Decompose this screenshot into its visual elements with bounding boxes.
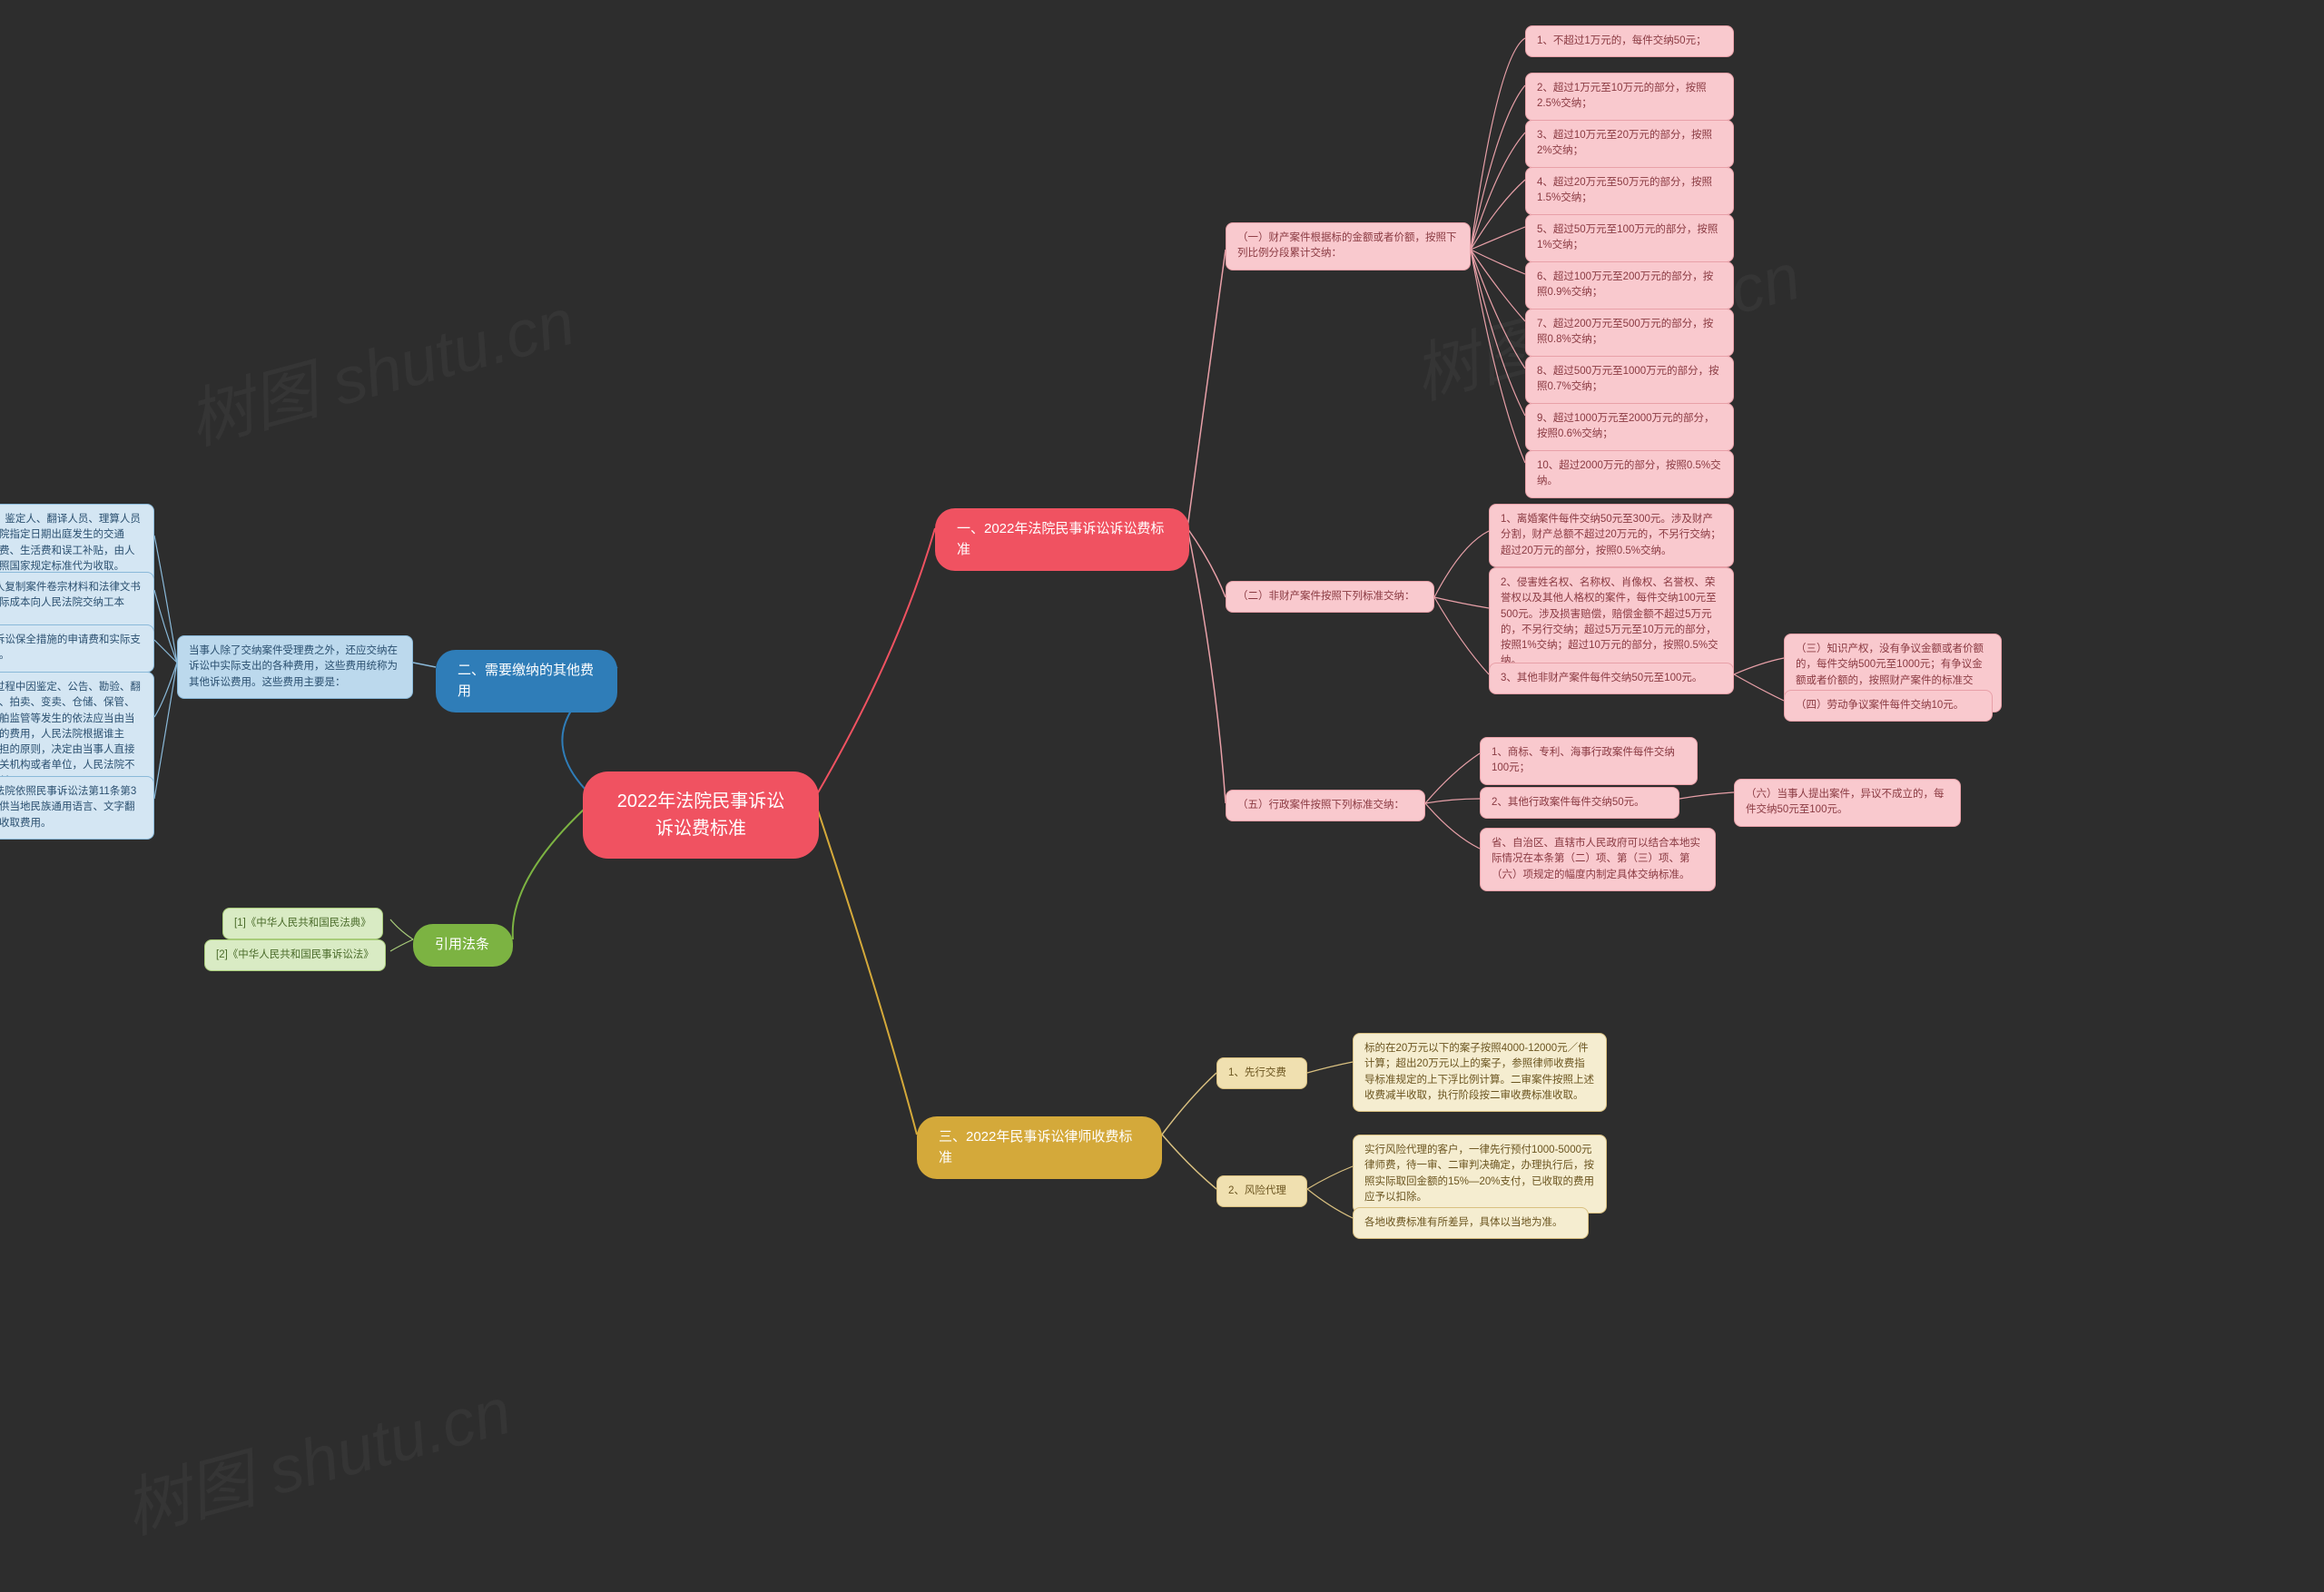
red-sub1[interactable]: （一）财产案件根据标的金额或者价额，按照下列比例分段累计交纳： [1226,222,1471,270]
red-sub2-item[interactable]: 1、离婚案件每件交纳50元至300元。涉及财产分割，财产总额不超过20万元的，不… [1489,504,1734,567]
yellow-sub2[interactable]: 2、风险代理 [1216,1175,1307,1207]
yellow-sub1[interactable]: 1、先行交费 [1216,1057,1307,1089]
branch-blue[interactable]: 二、需要缴纳的其他费用 [436,650,617,712]
branch-yellow[interactable]: 三、2022年民事诉讼律师收费标准 [917,1116,1162,1179]
red-sub3-item[interactable]: （四）劳动争议案件每件交纳10元。 [1784,690,1993,722]
red-sub1-item[interactable]: 10、超过2000万元的部分，按照0.5%交纳。 [1525,450,1734,498]
blue-item[interactable]: 5、人民法院依照民事诉讼法第11条第3款规定提供当地民族通用语言、文字翻译的，不… [0,776,154,840]
red-sub1-item[interactable]: 9、超过1000万元至2000万元的部分，按照0.6%交纳； [1525,403,1734,451]
red-sub2-item[interactable]: 3、其他非财产案件每件交纳50元至100元。 [1489,663,1734,694]
red-sub2-item[interactable]: 2、侵害姓名权、名称权、肖像权、名誉权、荣誉权以及其他人格权的案件，每件交纳10… [1489,567,1734,678]
red-sub5-item[interactable]: 2、其他行政案件每件交纳50元。 [1480,787,1679,819]
red-sub1-item[interactable]: 4、超过20万元至50万元的部分，按照1.5%交纳； [1525,167,1734,215]
watermark: 树图 shutu.cn [113,1357,520,1551]
center-node[interactable]: 2022年法院民事诉讼诉讼费标准 [583,771,819,859]
green-item-1[interactable]: [1]《中华人民共和国民法典》 [222,908,383,939]
yellow-sub2-leaf-2[interactable]: 各地收费标准有所差异，具体以当地为准。 [1353,1207,1589,1239]
red-sub1-item[interactable]: 5、超过50万元至100万元的部分，按照1%交纳； [1525,214,1734,262]
red-sub5[interactable]: （五）行政案件按照下列标准交纳： [1226,790,1425,821]
watermark: 树图 shutu.cn [176,268,584,462]
yellow-sub1-leaf[interactable]: 标的在20万元以下的案子按照4000-12000元／件计算；超出20万元以上的案… [1353,1033,1607,1112]
branch-green[interactable]: 引用法条 [413,924,513,967]
connection-lines [0,0,2324,1592]
red-sub1-item[interactable]: 8、超过500万元至1000万元的部分，按照0.7%交纳； [1525,356,1734,404]
blue-item[interactable]: 1、证人、鉴定人、翻译人员、理算人员在人民法院指定日期出庭发生的交通费、住宿费、… [0,504,154,583]
red-sub5-extra[interactable]: （六）当事人提出案件，异议不成立的，每件交纳50元至100元。 [1734,779,1961,827]
branch-red[interactable]: 一、2022年法院民事诉讼诉讼费标准 [935,508,1189,571]
red-sub5-item[interactable]: 1、商标、专利、海事行政案件每件交纳100元； [1480,737,1698,785]
green-item-2[interactable]: [2]《中华人民共和国民事诉讼法》 [204,939,386,971]
blue-sub[interactable]: 当事人除了交纳案件受理费之外，还应交纳在诉讼中实际支出的各种费用，这些费用统称为… [177,635,413,699]
red-sub1-item[interactable]: 6、超过100万元至200万元的部分，按照0.9%交纳； [1525,261,1734,310]
red-sub1-item[interactable]: 3、超过10万元至20万元的部分，按照2%交纳； [1525,120,1734,168]
yellow-sub2-leaf-1[interactable]: 实行风险代理的客户，一律先行预付1000-5000元律师费，待一审、二审判决确定… [1353,1135,1607,1214]
red-sub1-item[interactable]: 1、不超过1万元的，每件交纳50元； [1525,25,1734,57]
red-sub2[interactable]: （二）非财产案件按照下列标准交纳： [1226,581,1434,613]
red-sub5-item[interactable]: 省、自治区、直辖市人民政府可以结合本地实际情况在本条第（二）项、第（三）项、第（… [1480,828,1716,891]
red-sub1-item[interactable]: 2、超过1万元至10万元的部分，按照2.5%交纳； [1525,73,1734,121]
red-sub1-item[interactable]: 7、超过200万元至500万元的部分，按照0.8%交纳； [1525,309,1734,357]
blue-item[interactable]: 3、采取诉讼保全措施的申请费和实际支出的费用。 [0,624,154,673]
